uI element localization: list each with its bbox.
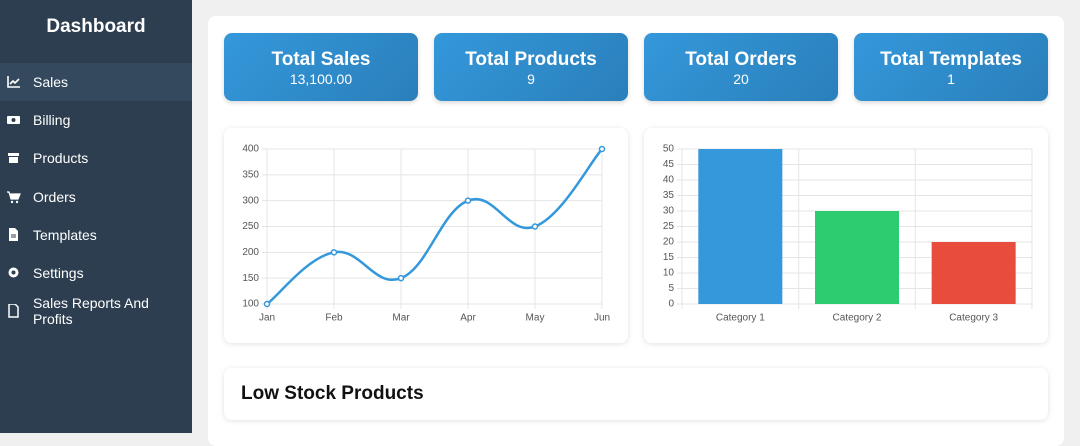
point — [330, 249, 338, 256]
y-tick-label: 400 — [242, 144, 259, 155]
y-tick-label: 200 — [242, 247, 259, 258]
menu-item[interactable]: Templates — [0, 216, 192, 254]
point — [263, 300, 271, 308]
menu-icon — [9, 227, 18, 241]
y-tick-label: 150 — [242, 273, 259, 284]
menu-label: Products — [33, 150, 89, 167]
menu-label: Settings — [33, 265, 84, 281]
menu-label: Orders — [33, 188, 76, 205]
bar — [698, 149, 783, 304]
menu-item[interactable]: Billing — [0, 101, 192, 139]
menu-label: Sales — [33, 74, 69, 90]
stat-card: Total Orders 20 — [644, 33, 838, 101]
low-stock-card: Low Stock Products — [224, 368, 1048, 420]
low-stock-title: Low Stock Products — [241, 383, 424, 404]
menu-icon — [7, 116, 20, 125]
x-tick-label: Category 2 — [833, 313, 882, 324]
y-tick-label: 5 — [668, 283, 674, 294]
stat-value: 1 — [947, 71, 955, 87]
menu-icon — [8, 304, 19, 318]
y-tick-label: 10 — [663, 268, 675, 279]
point — [598, 145, 606, 153]
x-tick-label: Feb — [325, 313, 343, 324]
line-chart: 100 150 200 250 300 350 400 Jan Feb Mar Apr May Jun — [242, 144, 610, 324]
sidebar: Dashboard Sales Billing Products Orders Temp… — [0, 0, 192, 433]
line — [266, 148, 603, 305]
menu-icon — [8, 153, 19, 164]
x-tick-label: Mar — [392, 313, 410, 324]
y-tick-label: 100 — [242, 299, 259, 310]
y-tick-label: 0 — [668, 299, 674, 310]
stat-value: 20 — [733, 71, 749, 87]
y-tick-label: 350 — [242, 169, 259, 180]
menu-item[interactable]: Products — [0, 139, 192, 177]
x-tick-label: Apr — [460, 313, 476, 324]
menu-item[interactable]: Orders — [0, 178, 192, 216]
point — [397, 274, 405, 282]
bar-chart-card: 0 5 10 15 20 25 30 35 40 45 50 Category 1 Category 2… — [644, 128, 1048, 343]
stat-card: Total Products 9 — [434, 33, 628, 101]
bar — [815, 211, 899, 304]
y-tick-label: 20 — [663, 237, 675, 248]
y-tick-label: 15 — [663, 252, 675, 263]
menu-item[interactable]: Settings — [0, 254, 192, 292]
x-tick-label: Jan — [259, 313, 275, 324]
stat-title: Total Sales — [271, 49, 371, 70]
menu-item[interactable]: Sales — [0, 63, 192, 101]
y-tick-label: 35 — [663, 190, 675, 201]
menu-label: Sales Reports And Profits — [32, 295, 149, 328]
menu-label: Billing — [33, 112, 71, 129]
bar — [931, 242, 1016, 304]
x-tick-label: Category 1 — [716, 313, 765, 324]
line-chart-card: 100 150 200 250 300 350 400 Jan Feb Mar Apr May Jun — [224, 128, 628, 343]
y-tick-label: 40 — [663, 175, 675, 186]
menu-label: Templates — [33, 226, 97, 243]
y-tick-label: 250 — [242, 221, 259, 232]
y-tick-label: 300 — [242, 195, 259, 206]
stat-card: Total Templates 1 — [854, 33, 1048, 101]
stat-title: Total Templates — [880, 49, 1022, 70]
stat-title: Total Products — [465, 49, 597, 70]
point — [464, 197, 472, 204]
y-tick-label: 45 — [663, 159, 675, 170]
menu-item[interactable]: Sales Reports And Profits — [0, 292, 192, 330]
menu-icon — [8, 267, 19, 278]
stat-title: Total Orders — [685, 49, 797, 70]
y-tick-label: 30 — [663, 206, 675, 217]
menu-icon — [7, 190, 21, 203]
x-tick-label: Jun — [594, 313, 610, 324]
stat-value: 9 — [527, 71, 535, 87]
menu-icon — [7, 76, 20, 88]
x-tick-label: May — [526, 313, 545, 324]
y-tick-label: 50 — [663, 144, 675, 155]
bar-chart: 0 5 10 15 20 25 30 35 40 45 50 Category 1 Category 2… — [663, 144, 1033, 324]
x-tick-label: Category 3 — [949, 313, 998, 324]
sidebar-title: Dashboard — [46, 16, 146, 37]
stat-card: Total Sales 13,100.00 — [224, 33, 418, 101]
point — [531, 223, 539, 230]
y-tick-label: 25 — [663, 221, 675, 232]
stat-value: 13,100.00 — [289, 71, 353, 87]
